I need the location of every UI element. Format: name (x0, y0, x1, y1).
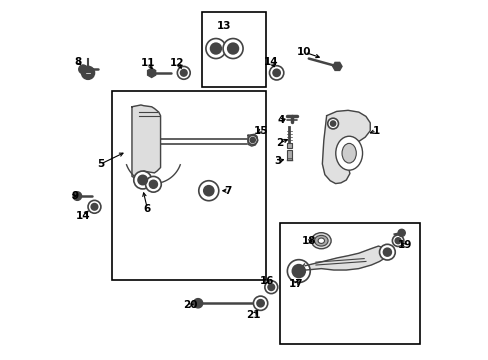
Polygon shape (132, 105, 160, 178)
Circle shape (247, 135, 257, 145)
Polygon shape (322, 111, 369, 184)
Ellipse shape (311, 233, 330, 249)
Circle shape (73, 192, 81, 201)
Circle shape (91, 203, 98, 210)
Text: 1: 1 (372, 126, 380, 136)
Text: 12: 12 (170, 58, 184, 68)
Bar (112, 91, 265, 280)
Text: 2: 2 (275, 138, 283, 148)
Circle shape (394, 238, 400, 244)
Ellipse shape (341, 143, 356, 163)
Text: 21: 21 (245, 310, 260, 320)
Circle shape (327, 118, 338, 129)
Text: 7: 7 (224, 186, 232, 196)
Circle shape (149, 180, 157, 188)
Polygon shape (147, 68, 155, 77)
Text: 14: 14 (76, 211, 90, 221)
Text: 20: 20 (183, 300, 197, 310)
Text: 16: 16 (259, 276, 273, 286)
Text: 5: 5 (97, 159, 104, 169)
Text: 11: 11 (141, 58, 155, 68)
Polygon shape (301, 246, 388, 270)
Circle shape (269, 66, 283, 80)
Circle shape (267, 284, 274, 291)
Circle shape (134, 171, 151, 189)
Text: 14: 14 (264, 57, 278, 67)
Circle shape (227, 43, 238, 54)
Text: 19: 19 (397, 240, 411, 250)
Ellipse shape (314, 235, 327, 246)
Circle shape (397, 229, 405, 237)
Text: 8: 8 (75, 57, 82, 67)
Circle shape (264, 281, 277, 294)
Text: 13: 13 (217, 21, 231, 31)
Circle shape (198, 181, 218, 201)
Bar (280, 223, 419, 344)
Circle shape (250, 138, 255, 143)
Text: 18: 18 (301, 237, 315, 247)
Circle shape (391, 235, 403, 247)
Circle shape (180, 69, 186, 76)
Text: 17: 17 (288, 279, 303, 289)
Text: 15: 15 (253, 126, 267, 136)
Bar (201, 12, 265, 87)
Bar (315, 237, 326, 245)
Ellipse shape (317, 238, 324, 243)
Circle shape (272, 69, 280, 76)
Circle shape (379, 244, 394, 260)
Text: 6: 6 (143, 203, 151, 213)
Bar (286, 143, 291, 148)
Circle shape (138, 175, 147, 185)
Circle shape (205, 39, 225, 59)
Circle shape (88, 201, 101, 213)
Text: 3: 3 (274, 156, 282, 166)
Circle shape (383, 248, 390, 256)
Circle shape (292, 265, 305, 278)
Text: 9: 9 (71, 191, 78, 201)
Circle shape (79, 65, 87, 73)
Circle shape (253, 296, 267, 310)
Text: 10: 10 (297, 47, 311, 57)
Circle shape (203, 186, 213, 196)
Circle shape (287, 260, 309, 283)
Text: 4: 4 (277, 115, 285, 125)
Circle shape (223, 39, 243, 59)
Polygon shape (332, 62, 341, 71)
Circle shape (177, 66, 190, 79)
Circle shape (210, 43, 221, 54)
Circle shape (193, 298, 203, 308)
Bar (286, 150, 291, 160)
Circle shape (330, 121, 335, 126)
Circle shape (145, 176, 161, 192)
Circle shape (257, 300, 264, 307)
Circle shape (81, 66, 94, 79)
Polygon shape (247, 134, 257, 146)
Ellipse shape (335, 136, 362, 170)
